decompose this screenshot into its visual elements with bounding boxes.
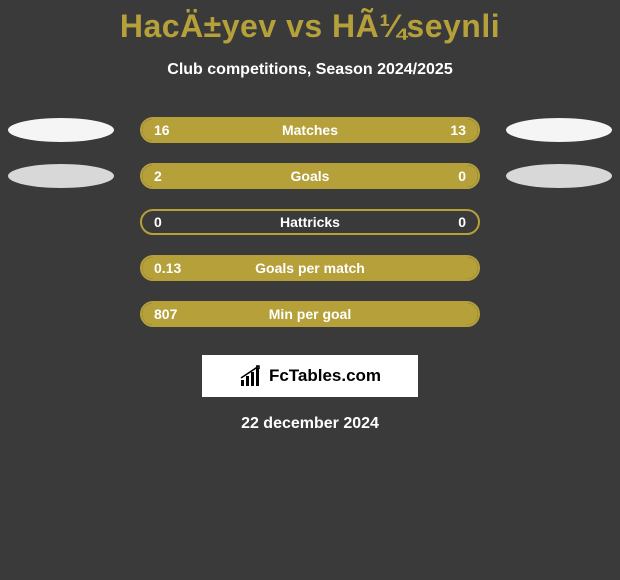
stat-value-left: 0 <box>154 214 162 230</box>
stat-row: 807 Min per goal <box>0 291 620 337</box>
stat-row: 0.13 Goals per match <box>0 245 620 291</box>
stat-value-right: 0 <box>458 168 466 184</box>
stat-bar: 0.13 Goals per match <box>140 255 480 281</box>
stat-label: Min per goal <box>269 306 351 322</box>
stat-label: Matches <box>282 122 338 138</box>
stat-label: Goals <box>291 168 330 184</box>
side-ellipse-right <box>506 164 612 188</box>
stat-value-right: 0 <box>458 214 466 230</box>
stats-area: 16 Matches 13 2 Goals 0 0 Hattricks 0 0.13 Goals p… <box>0 107 620 337</box>
stat-row: 2 Goals 0 <box>0 153 620 199</box>
stat-bar: 0 Hattricks 0 <box>140 209 480 235</box>
logo-box: FcTables.com <box>202 355 418 397</box>
side-ellipse-left <box>8 118 114 142</box>
stat-bar: 2 Goals 0 <box>140 163 480 189</box>
footer-date: 22 december 2024 <box>0 415 620 433</box>
stat-row: 0 Hattricks 0 <box>0 199 620 245</box>
stat-value-left: 807 <box>154 306 177 322</box>
side-ellipse-right <box>506 118 612 142</box>
page-subtitle: Club competitions, Season 2024/2025 <box>0 61 620 79</box>
side-ellipse-left <box>8 164 114 188</box>
main-container: HacÄ±yev vs HÃ¼seynli Club competitions,… <box>0 0 620 433</box>
page-title: HacÄ±yev vs HÃ¼seynli <box>0 8 620 45</box>
stat-bar: 807 Min per goal <box>140 301 480 327</box>
stat-value-left: 0.13 <box>154 260 181 276</box>
stat-value-right: 13 <box>450 122 466 138</box>
stat-label: Goals per match <box>255 260 365 276</box>
logo-text: FcTables.com <box>269 366 381 386</box>
stat-bar: 16 Matches 13 <box>140 117 480 143</box>
stat-value-left: 2 <box>154 168 162 184</box>
stat-value-left: 16 <box>154 122 170 138</box>
stat-label: Hattricks <box>280 214 340 230</box>
chart-icon <box>239 364 263 388</box>
stat-row: 16 Matches 13 <box>0 107 620 153</box>
